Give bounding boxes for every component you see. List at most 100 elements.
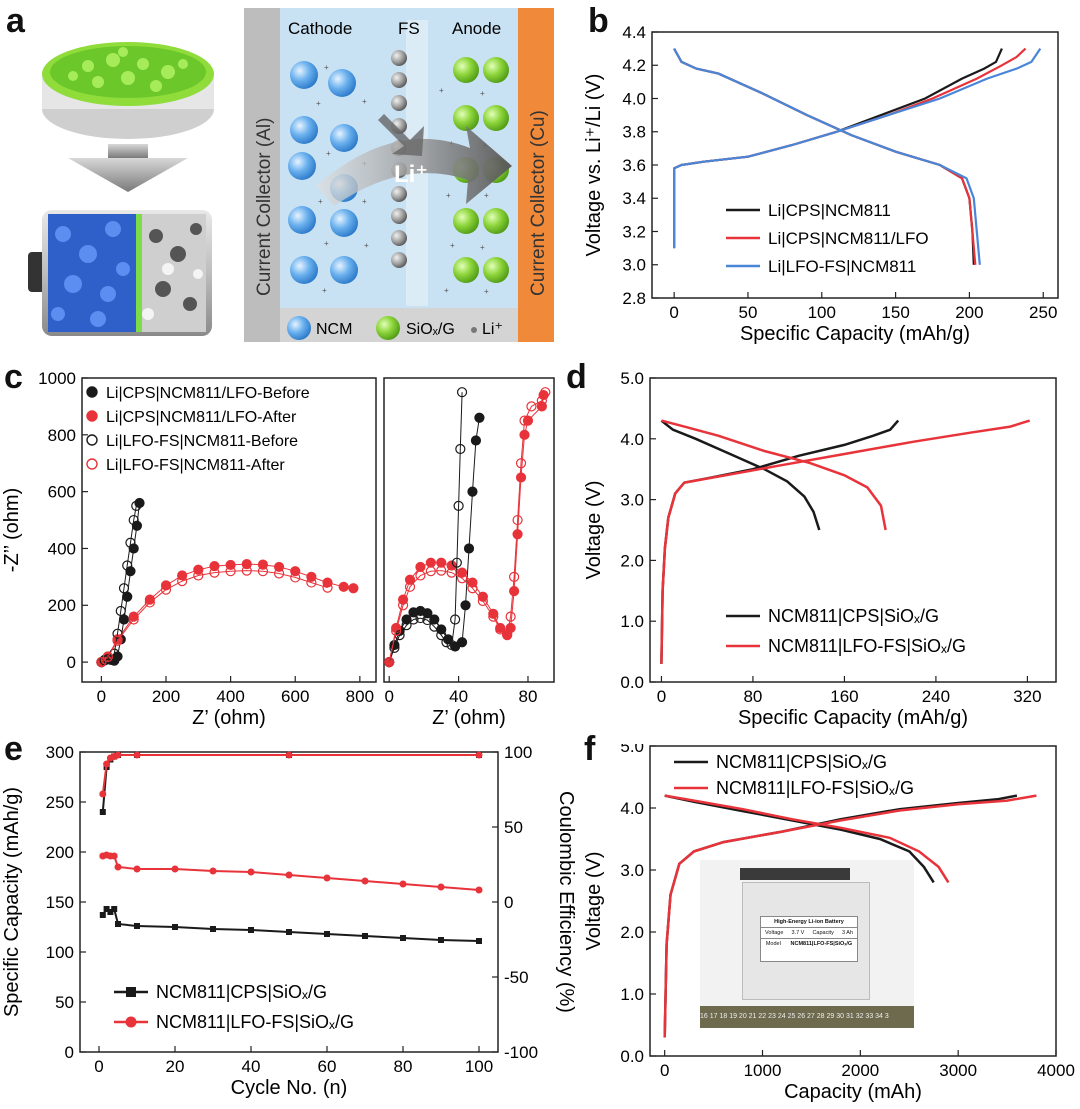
c1-x-tick-label: 600 (281, 687, 309, 706)
c1-series-2-point (128, 514, 139, 526)
c1-series-0-legend-label: Li|CPS|NCM811/LFO-Before (106, 385, 310, 402)
c2-series-3-point (446, 567, 457, 578)
panel-letter-e: e (4, 730, 23, 768)
svg-text:+: + (324, 239, 329, 248)
legend-li-icon (471, 327, 477, 333)
d-x-axis-label: Specific Capacity (mAh/g) (738, 707, 968, 729)
c2-series-3-point (540, 387, 551, 398)
c1-series-3-fit-line (101, 570, 328, 663)
down-arrow-icon (68, 144, 188, 192)
e-series-1-capacity-point (323, 874, 331, 882)
f-x-tick-label: 2000 (841, 1061, 879, 1080)
e-series-0-capacity-point (111, 906, 118, 912)
c1-series-2-point (115, 605, 126, 617)
b-series-2-discharge-line (673, 48, 981, 265)
svg-text:+: + (362, 97, 367, 106)
c1-series-3-legend-marker (86, 458, 98, 470)
b-y-tick-label: 3.6 (622, 156, 646, 175)
c1-y-tick-label: 400 (48, 539, 76, 558)
c1-series-1-legend-marker (86, 410, 98, 422)
b-y-axis-label: Voltage vs. Li⁺/Li (V) (583, 74, 605, 257)
c1-series-3-legend-label: Li|LFO-FS|NCM811-After (106, 457, 285, 474)
f-series-1-charge-line (663, 794, 1037, 1038)
c1-series-1-fit-line (101, 563, 354, 663)
e-series-1-capacity-point (285, 871, 293, 879)
legend-li-label: Li⁺ (482, 321, 503, 338)
e-x-tick-label: 40 (242, 1057, 261, 1076)
c1-y-tick-label: 800 (48, 426, 76, 445)
d-series-1-legend-label: NCM811|LFO-FS|SiOₓ/G (768, 636, 966, 656)
e-series-1-ce-point (114, 751, 122, 759)
c1-series-2-point (112, 628, 123, 639)
label-fs: FS (398, 19, 420, 38)
svg-text:+: + (318, 197, 323, 206)
c2-x-tick-label: 0 (384, 687, 393, 706)
f-x-axis-label: Capacity (mAh) (784, 1081, 922, 1103)
c1-series-3-point (322, 582, 333, 593)
c1-y-tick-label: 0 (67, 653, 76, 672)
c2-series-3-point (488, 611, 499, 622)
label-cc-cu: Current Collector (Cu) (528, 110, 549, 296)
c1-series-2-legend-marker (86, 434, 98, 446)
b-series-2-charge-line (673, 47, 1042, 249)
e-series-0-capacity-point (476, 938, 482, 944)
c2-series-1-fit-line (388, 394, 545, 663)
c2-series-2-point (429, 621, 440, 632)
e-series-0-legend-marker (126, 987, 136, 997)
c2-plot-frame (383, 377, 555, 683)
d-series-1-discharge-line (661, 419, 887, 531)
f-y-tick-label: 5.0 (620, 744, 644, 756)
label-li-plus: Li⁺ (394, 161, 428, 188)
f-series-0-legend-label: NCM811|CPS|SiOₓ/G (716, 752, 887, 772)
b-y-tick-label: 4.0 (622, 89, 646, 108)
c1-series-2-point (131, 500, 142, 511)
c1-x-tick-label: 800 (346, 687, 374, 706)
e-y-tick-label: 150 (46, 893, 74, 912)
c2-series-3-point (477, 595, 488, 607)
electrode-disc-icon (42, 42, 214, 139)
c1-series-3-point (273, 568, 285, 579)
e-y-tick-label: 300 (46, 744, 74, 762)
c2-x-tick-label: 40 (449, 687, 468, 706)
b-y-tick-label: 3.2 (622, 222, 646, 241)
d-y-tick-label: 2.0 (620, 551, 644, 570)
e-plot-frame (79, 751, 499, 1053)
cell-voltage-value: 3.7 V (791, 930, 805, 936)
d-series-1-charge-line (660, 419, 1031, 664)
e-series-1-legend-label: NCM811|LFO-FS|SiOₓ/G (156, 1012, 354, 1032)
panel-letter-d: d (566, 358, 587, 396)
c1-series-1-legend-label: Li|CPS|NCM811/LFO-After (106, 409, 297, 426)
c2-series-2-point (389, 642, 400, 654)
b-y-tick-label: 2.8 (622, 289, 646, 308)
e-series-1-capacity-point (114, 863, 122, 871)
c1-x-tick-label: 0 (97, 687, 106, 706)
d-y-tick-label: 5.0 (620, 372, 644, 388)
c2-series-3-point (415, 570, 426, 581)
c2-series-2-point (441, 637, 452, 648)
e-series-0-capacity-line (101, 907, 480, 942)
legend-sio-label: SiOₓ/G (406, 321, 455, 338)
e-y-tick-label: 100 (46, 943, 74, 962)
c1-plot-frame (81, 377, 377, 683)
c1-series-2-legend-label: Li|LFO-FS|NCM811-Before (106, 433, 298, 450)
e-series-1-capacity-point (171, 865, 179, 873)
d-x-tick-label: 80 (743, 687, 762, 706)
b-x-tick-label: 100 (808, 303, 836, 322)
e-series-1-ce-point (475, 751, 483, 759)
d-y-tick-label: 0.0 (620, 673, 644, 692)
c2-series-3-point (404, 581, 416, 592)
c2-series-0-point (474, 412, 485, 423)
c1-series-2-point (118, 583, 130, 594)
d-y-tick-label: 3.0 (620, 491, 644, 510)
cell-label-title: High-Energy Li-ion Battery (761, 917, 857, 928)
f-x-tick-label: 4000 (1037, 1061, 1075, 1080)
svg-text:+: + (362, 197, 367, 206)
c1-y-tick-label: 1000 (38, 372, 76, 388)
f-y-tick-label: 3.0 (620, 861, 644, 880)
d-series-0-discharge-line (660, 419, 821, 531)
f-series-1-legend-label: NCM811|LFO-FS|SiOₓ/G (716, 778, 914, 798)
svg-text:+: + (480, 243, 485, 252)
e-y-tick-label: 0 (65, 1043, 74, 1062)
e-series-1-capacity-point (209, 867, 217, 875)
